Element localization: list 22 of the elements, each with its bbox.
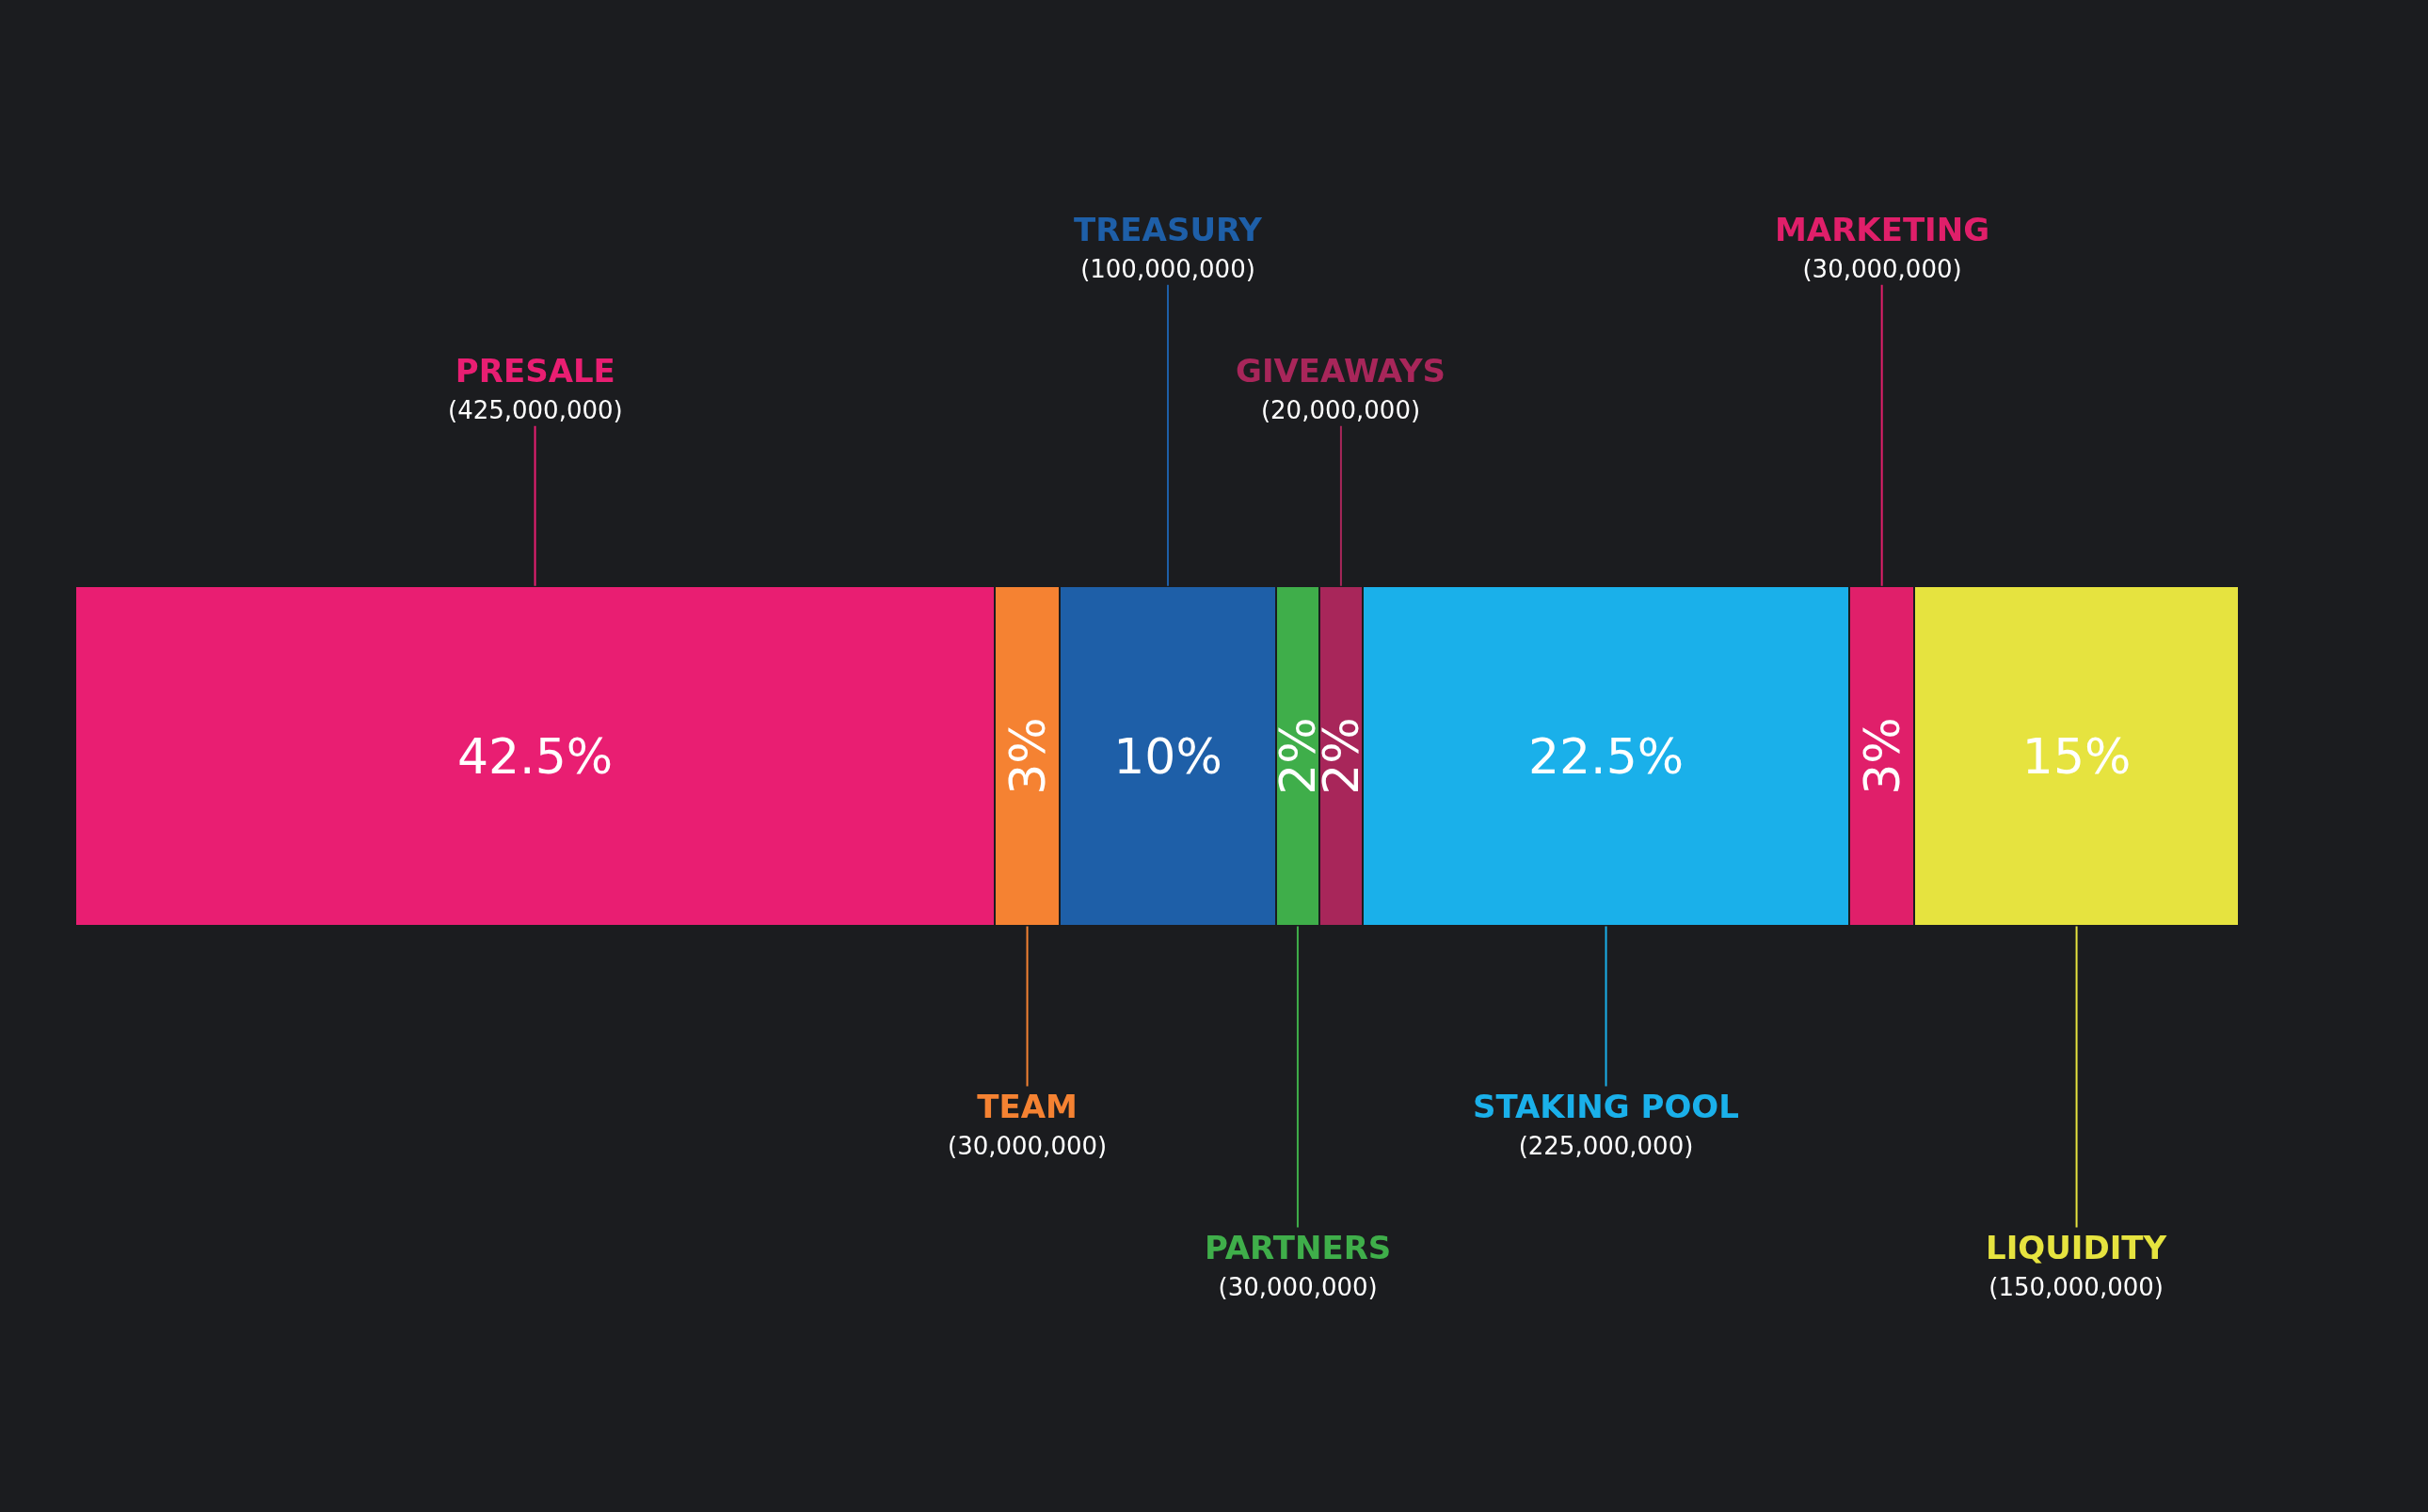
text: MARKETING [1775,211,1990,248]
text: (30,000,000) [1802,255,1962,283]
text: TEAM [977,1088,1078,1125]
text: STAKING POOL [1473,1088,1739,1125]
text: (30,000,000) [1218,1273,1378,1301]
data-label: 3% [1853,717,1910,795]
data-label: 15% [2021,727,2132,785]
text: PRESALE [455,352,615,390]
data-label: 42.5% [456,727,614,785]
text: LIQUIDITY [1986,1229,2167,1266]
text: PARTNERS [1205,1229,1392,1266]
data-label: 10% [1113,727,1222,785]
text: GIVEAWAYS [1236,352,1446,390]
text: (225,000,000) [1518,1132,1694,1160]
text: (100,000,000) [1080,255,1255,283]
text: (20,000,000) [1260,396,1421,424]
data-label: 3% [998,717,1056,795]
data-label: 22.5% [1527,727,1685,785]
text: (150,000,000) [1989,1273,2164,1301]
text: (30,000,000) [948,1132,1108,1160]
text: TREASURY [1074,211,1263,248]
text: (425,000,000) [448,396,623,424]
